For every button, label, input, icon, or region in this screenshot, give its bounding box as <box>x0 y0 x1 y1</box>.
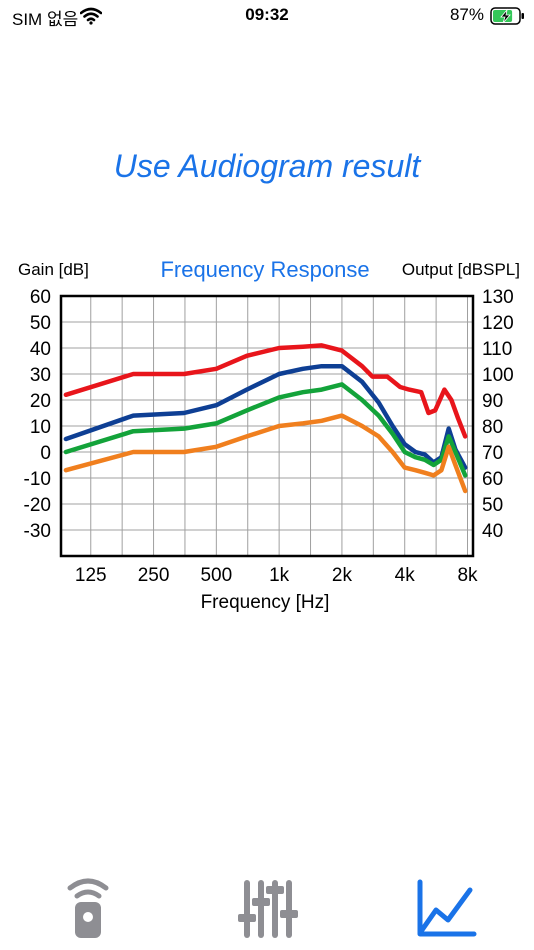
y-tick-label: 10 <box>30 417 51 438</box>
chart-title: Frequency Response <box>160 257 369 282</box>
y-tick-label: -30 <box>24 521 51 542</box>
y2-tick-label: 130 <box>482 287 514 308</box>
x-tick-label: 2k <box>332 565 353 586</box>
status-time: 09:32 <box>245 5 289 24</box>
y2-tick-label: 90 <box>482 391 503 412</box>
y-tick-label: 40 <box>30 339 51 360</box>
tab-bar <box>0 860 534 950</box>
tab-frequency-response[interactable] <box>406 870 486 940</box>
battery-percent: 87% <box>449 5 484 24</box>
y2-tick-label: 40 <box>482 521 503 542</box>
y-tick-label: 30 <box>30 365 51 386</box>
y2-tick-label: 80 <box>482 417 503 438</box>
y2-tick-label: 70 <box>482 443 503 464</box>
x-tick-label: 500 <box>200 565 232 586</box>
x-tick-label: 8k <box>457 565 478 586</box>
plot-frame <box>59 294 475 558</box>
y-tick-label: -20 <box>24 495 51 516</box>
battery-charging-icon <box>490 7 524 25</box>
y2-axis-label: Output [dBSPL] <box>402 260 520 279</box>
y2-tick-label: 110 <box>482 339 512 360</box>
y-tick-label: 0 <box>40 443 51 464</box>
frequency-response-chart: 60 130 50 120 40 110 30 100 20 90 10 80 0 70 -10 60 -20 5… <box>0 255 534 625</box>
status-bar: SIM 없음 09:32 87% <box>0 0 534 32</box>
x-tick-label: 1k <box>269 565 290 586</box>
tab-equalizer[interactable] <box>227 870 307 940</box>
wifi-icon <box>80 7 102 25</box>
remote-control-icon <box>67 878 109 938</box>
y2-tick-label: 100 <box>482 365 514 386</box>
x-tick-label: 4k <box>395 565 416 586</box>
y-axis-label: Gain [dB] <box>18 260 89 279</box>
tab-remote[interactable] <box>48 870 128 940</box>
y-tick-label: 50 <box>30 313 51 334</box>
series-line <box>63 413 468 494</box>
chart-svg: 60 130 50 120 40 110 30 100 20 90 10 80 0 70 -10 60 -20 5… <box>18 257 520 613</box>
y-tick-label: 20 <box>30 391 51 412</box>
y-tick-label: 60 <box>30 287 51 308</box>
y2-tick-label: 50 <box>482 495 503 516</box>
line-chart-icon <box>417 879 477 937</box>
x-tick-label: 250 <box>138 565 170 586</box>
carrier-label: SIM 없음 <box>12 10 79 29</box>
series-line <box>63 343 468 439</box>
equalizer-sliders-icon <box>238 880 298 938</box>
series-line <box>63 382 468 478</box>
y2-tick-label: 60 <box>482 469 503 490</box>
page-title[interactable]: Use Audiogram result <box>113 148 421 184</box>
x-tick-label: 125 <box>75 565 107 586</box>
y-tick-label: -10 <box>24 469 51 490</box>
y2-tick-label: 120 <box>482 313 514 334</box>
x-axis-label: Frequency [Hz] <box>201 592 330 613</box>
